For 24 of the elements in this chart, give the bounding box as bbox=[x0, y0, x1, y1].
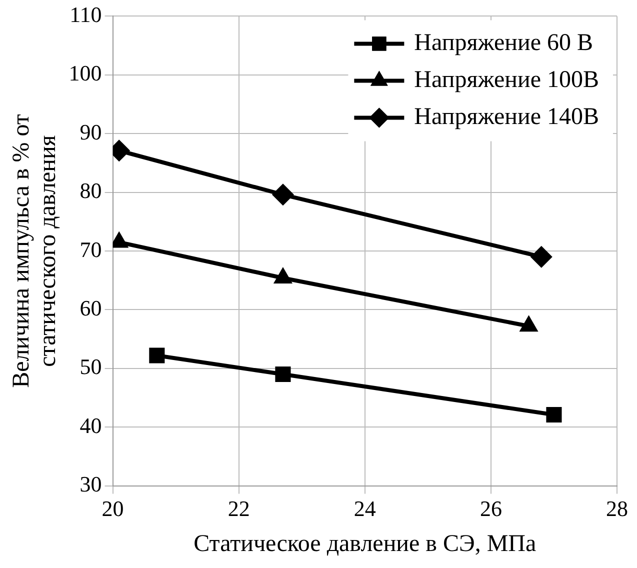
x-tick-label: 28 bbox=[606, 496, 628, 521]
y-tick-label: 30 bbox=[80, 472, 102, 497]
y-tick-label: 60 bbox=[80, 295, 102, 320]
y-tick-label: 40 bbox=[80, 412, 102, 438]
x-tick-label: 26 bbox=[480, 496, 502, 521]
y-tick-label: 90 bbox=[80, 119, 102, 144]
x-tick-label: 22 bbox=[228, 496, 250, 521]
y-tick-label: 70 bbox=[80, 236, 102, 262]
y-tick-label: 110 bbox=[70, 2, 102, 27]
y-tick-label: 50 bbox=[80, 354, 102, 380]
legend-label: Напряжение 100В bbox=[414, 66, 600, 93]
y-tick-label: 80 bbox=[80, 178, 102, 204]
x-tick-label: 24 bbox=[354, 496, 376, 521]
legend-label: Напряжение 60 В bbox=[414, 30, 594, 56]
point bbox=[275, 366, 291, 382]
y-axis-title: Величина импульса в % от статического давления bbox=[8, 114, 61, 388]
x-axis-title: Статическое давление в СЭ, МПа bbox=[194, 530, 537, 557]
legend-label: Напряжение 140В bbox=[414, 104, 600, 130]
x-tick-label: 20 bbox=[102, 496, 124, 521]
point bbox=[530, 246, 552, 268]
point bbox=[149, 348, 165, 364]
point bbox=[272, 184, 294, 206]
point bbox=[546, 406, 562, 423]
y-tick-label: 100 bbox=[68, 60, 102, 86]
